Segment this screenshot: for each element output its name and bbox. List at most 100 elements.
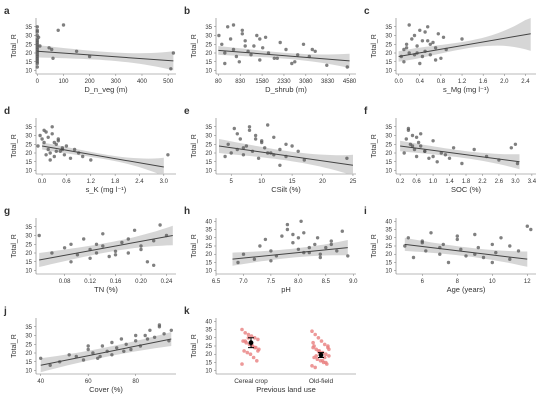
confidence-band (42, 142, 164, 174)
strip-point (315, 357, 320, 362)
data-point (431, 40, 435, 45)
data-point (481, 255, 486, 260)
data-point (228, 37, 233, 41)
data-point (272, 135, 276, 139)
strip-point (322, 342, 327, 347)
panel-letter: k (184, 306, 190, 317)
y-tick-label: 25 (385, 142, 392, 148)
data-point (284, 142, 288, 146)
y-axis-label: Total_R (371, 234, 378, 258)
data-point (46, 135, 50, 139)
data-point (509, 146, 513, 150)
y-tick-label: 25 (25, 342, 32, 348)
x-tick-label: 8.5 (322, 279, 331, 285)
y-tick-label: 20 (205, 352, 212, 358)
data-point (236, 260, 240, 265)
data-point (47, 46, 51, 50)
data-point (296, 149, 300, 153)
data-point (263, 237, 268, 242)
data-point (56, 28, 60, 32)
y-tick-label: 20 (205, 51, 212, 57)
x-axis-label: CSilt (%) (271, 185, 301, 194)
data-point (490, 242, 494, 247)
trend-line (40, 338, 172, 366)
y-tick-label: 15 (205, 60, 212, 66)
data-point (40, 137, 44, 141)
strip-point (313, 365, 318, 370)
x-tick-label: 2.6 (495, 179, 504, 185)
category-label: Cereal crop (234, 378, 268, 385)
data-point (67, 353, 71, 357)
confidence-band (218, 46, 350, 69)
y-tick-label: 10 (205, 169, 212, 175)
data-point (69, 242, 73, 246)
y-tick-label: 10 (385, 69, 392, 75)
data-point (410, 144, 415, 148)
data-point (525, 224, 529, 228)
strip-point (320, 359, 325, 363)
y-axis-label: Total_R (191, 134, 198, 158)
group-mean (248, 340, 254, 346)
data-point (42, 140, 46, 145)
data-point (124, 342, 128, 346)
data-point (426, 39, 430, 43)
data-point (515, 161, 520, 166)
strip-point (240, 362, 244, 366)
strip-point (251, 355, 256, 360)
y-tick-label: 25 (205, 244, 212, 250)
data-point (266, 123, 270, 127)
data-point (237, 60, 241, 64)
data-point (94, 251, 99, 255)
x-tick-label: 6 (421, 279, 425, 285)
x-tick-label: 8 (456, 279, 460, 285)
data-point (345, 65, 349, 69)
data-point (261, 46, 265, 50)
panel-letter: a (4, 6, 10, 17)
data-point (473, 232, 477, 237)
panel-a: a 10 15 20 25 30 35 Total_R D_n_veg (m) 0 100 200 30… (4, 6, 176, 94)
data-point (280, 234, 284, 238)
y-axis-label: Total_R (371, 134, 378, 158)
data-point (253, 133, 258, 138)
data-point (52, 140, 56, 145)
x-tick-label: 9.0 (349, 279, 358, 285)
panel-d: d 10 15 20 25 30 35 Total_R s_K (mg l⁻¹) 0.0 0.6 1.… (4, 106, 176, 194)
x-tick-label: 0.16 (110, 279, 122, 285)
data-point (88, 256, 92, 260)
x-axis-label: SOC (%) (451, 185, 482, 194)
x-axis-label: D_shrub (m) (265, 85, 307, 94)
x-axis-label: Previous land use (256, 385, 316, 394)
strip-point (242, 349, 246, 353)
strip-point (243, 331, 247, 335)
data-point (451, 146, 456, 150)
x-tick-label: 12 (524, 279, 531, 285)
data-point (158, 223, 162, 227)
panel-e: e 10 15 20 25 30 35 Total_R CSilt (%) 5 10 15 20 25 (184, 106, 357, 194)
x-tick-label: 1.2 (87, 179, 96, 185)
data-point (226, 142, 230, 146)
panel-h: h 10 15 20 25 30 35 40 Total_R pH 6.5 7.0 7.5 8.0 8.5 9… (184, 206, 358, 294)
x-tick-label: 1580 (255, 79, 269, 85)
y-tick-label: 15 (25, 160, 32, 166)
y-tick-label: 35 (205, 228, 212, 234)
data-point (115, 346, 119, 350)
data-point (113, 253, 118, 257)
data-point (36, 35, 41, 39)
data-point (278, 163, 282, 167)
data-point (38, 133, 42, 138)
data-point (101, 244, 105, 248)
strip-point (245, 350, 250, 355)
data-point (139, 244, 143, 248)
data-point (50, 47, 54, 52)
data-point (226, 25, 230, 29)
strip-point (327, 354, 331, 358)
data-point (433, 46, 438, 50)
y-tick-label: 10 (205, 69, 212, 75)
x-tick-label: 0.20 (135, 279, 147, 285)
data-point (52, 154, 56, 159)
y-tick-label: 20 (385, 252, 392, 258)
strip-point (248, 352, 253, 357)
data-point (72, 147, 77, 152)
data-point (243, 39, 247, 43)
y-tick-label: 15 (385, 160, 392, 166)
